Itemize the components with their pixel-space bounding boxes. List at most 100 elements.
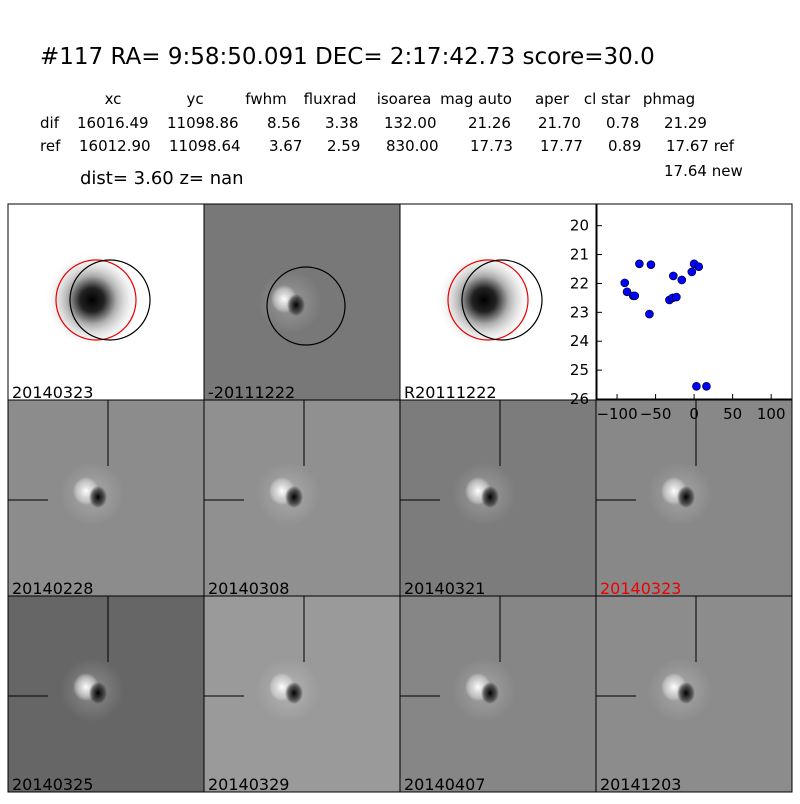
table-cell: 11098.86 [167,114,239,132]
table-cell: 17.73 [470,137,513,155]
column-header: fwhm [245,90,286,108]
panel-label: 20140407 [404,775,485,794]
aperture [69,259,151,341]
column-header: aper [535,90,570,108]
table-cell: 17.77 [540,137,583,155]
scatter-plot: 20 21 22 23 24 25 26 −100 −50 0 50 100 [570,203,793,423]
image-panel: 20141203 [595,595,793,794]
image-panel: 20140323 [7,203,205,402]
panel-label: R20111222 [404,383,497,402]
column-header: xc [105,90,122,108]
dipole-neg [285,486,303,508]
title: #117 RA= 9:58:50.091 DEC= 2:17:42.73 sco… [40,44,655,70]
table-cell: 830.00 [386,137,439,155]
table-cell: 0.78 [606,114,639,132]
x-tick-label: 100 [757,405,786,423]
panel-frame [595,595,793,793]
image-panel: 20140325 [7,595,205,794]
column-header: mag auto [440,90,512,108]
y-tick-label: 25 [570,361,589,379]
point [694,262,704,271]
dipole-neg [677,682,695,704]
dipole-neg [285,682,303,704]
image-panel: 20140308 [203,399,401,598]
x-tick-label: 0 [689,405,699,423]
dipole-neg [481,486,499,508]
row-label: dif [40,114,60,132]
dipole-neg [89,682,107,704]
image-panel: 20140407 [399,595,597,794]
table-cell: 8.56 [267,114,300,132]
dipole-neg [287,294,305,316]
point [672,292,681,302]
x-tick-label: −50 [640,405,672,423]
table-cell: 3.67 [269,137,302,155]
image-panel: 20140329 [203,595,401,794]
point [630,291,640,301]
y-tick-label: 22 [570,274,589,292]
dipole-neg [677,486,695,508]
dipole-neg [481,682,499,704]
star [44,252,140,348]
table-cell: 16016.49 [77,114,149,132]
y-tick-label: 24 [570,332,589,350]
panel-grid: 20140323 -20111222 R20111222 20140228 201403… [7,203,793,794]
star [436,252,532,348]
image-panel: 20140228 [7,399,205,598]
panel-label: 20140323 [12,383,93,402]
panel-label: 20140325 [12,775,93,794]
point [687,267,697,277]
table-cell: 3.38 [325,114,358,132]
point [669,271,678,281]
table-cell: 17.67 ref [666,137,735,155]
panel-label: -20111222 [208,383,295,402]
y-tick-label: 23 [570,303,589,321]
y-tick-label: 21 [570,246,589,264]
image-panel: 20140323 [595,399,793,598]
column-header: phmag [643,90,695,108]
aperture [266,266,346,346]
table-cell: 0.89 [608,137,641,155]
table-cell: 2.59 [327,137,360,155]
image-panel: R20111222 [399,203,597,402]
column-header: yc [186,90,203,108]
aperture-ref [55,259,137,341]
column-header: fluxrad [304,90,357,108]
point [692,381,701,391]
x-tick-label: 50 [723,405,742,423]
table-cell: 21.70 [538,114,581,132]
dist-label: dist= 3.60 z= nan [80,168,244,189]
panel-label: 20141203 [600,775,681,794]
panel-label: 20140228 [12,579,93,598]
aperture-ref [447,259,529,341]
table-cell: 16012.90 [79,137,151,155]
plot-area [596,203,793,400]
y-tick-label: 26 [570,390,589,408]
image-panel: 20140321 [399,399,597,598]
panel-label: 20140308 [208,579,289,598]
panel-label: 20140329 [208,775,289,794]
panel-label: 20140323 [600,579,681,598]
table-cell: 21.29 [664,114,707,132]
row-label: ref [40,137,61,155]
panel-label: 20140321 [404,579,485,598]
point [645,309,654,319]
table-cell: 132.00 [384,114,437,132]
point [702,381,711,391]
table-cell: 21.26 [468,114,511,132]
table-cell: 11098.64 [169,137,241,155]
point [646,260,656,269]
x-tick-label: −100 [596,405,637,423]
image-panel: -20111222 [203,203,401,402]
dipole-neg [89,486,107,508]
point [622,287,632,297]
column-header: cl star [584,90,631,108]
column-header: isoarea [377,90,432,108]
point [677,275,687,285]
aperture [461,259,543,341]
extra-note: 17.64 new [664,162,743,180]
point [620,278,630,288]
point [635,259,644,269]
y-tick-label: 20 [570,217,589,235]
